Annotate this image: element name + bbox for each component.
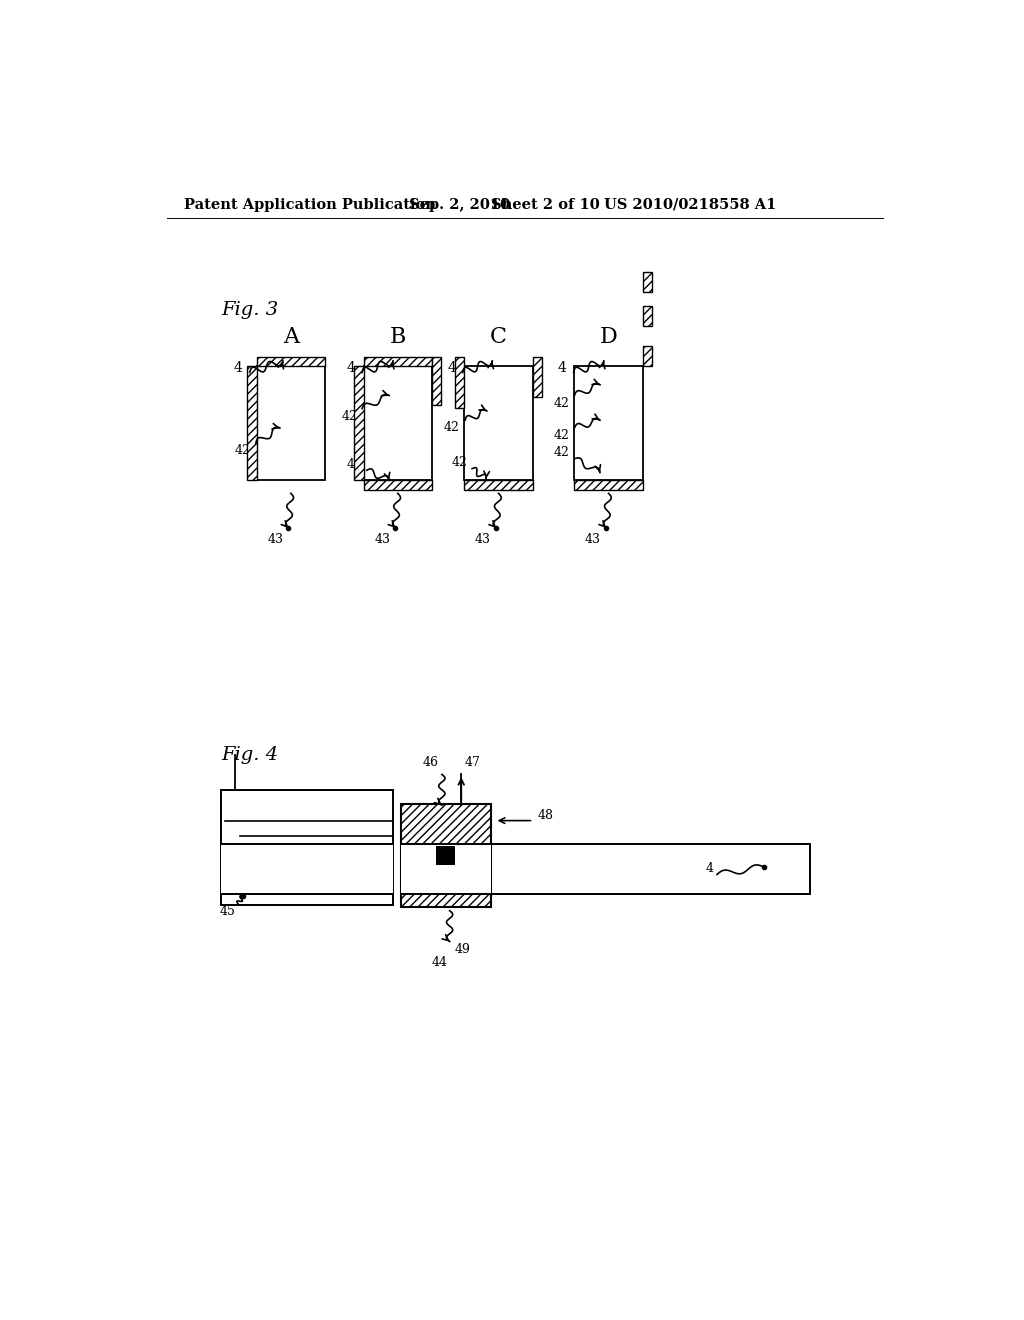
Text: 44: 44	[431, 956, 447, 969]
Text: 4: 4	[233, 360, 243, 375]
Bar	[432, 358, 441, 405]
Text: 42: 42	[234, 445, 251, 458]
Text: 4: 4	[347, 360, 355, 375]
Bar	[364, 480, 432, 490]
Bar	[490, 843, 810, 894]
Text: B: B	[389, 326, 406, 348]
Text: 46: 46	[423, 756, 439, 770]
Bar	[248, 366, 257, 480]
Text: 43: 43	[374, 533, 390, 546]
Bar	[257, 358, 325, 367]
Text: 4: 4	[557, 360, 566, 375]
Bar	[221, 843, 393, 894]
Text: 42: 42	[346, 458, 362, 471]
Bar	[464, 366, 532, 480]
Bar	[436, 846, 456, 865]
Text: 43: 43	[585, 533, 601, 546]
Text: 42: 42	[444, 421, 460, 434]
Text: 42: 42	[554, 397, 570, 409]
Bar	[400, 804, 490, 907]
Bar	[455, 358, 464, 408]
Text: C: C	[489, 326, 507, 348]
Text: 43: 43	[475, 533, 490, 546]
Text: 43: 43	[267, 533, 284, 546]
Text: 48: 48	[538, 809, 553, 822]
Text: 42: 42	[342, 409, 357, 422]
Bar	[354, 366, 364, 480]
Bar	[574, 366, 643, 480]
Bar	[364, 358, 432, 367]
Text: 45: 45	[219, 906, 236, 917]
Text: 49: 49	[455, 942, 471, 956]
Bar	[643, 346, 652, 367]
Bar	[221, 789, 393, 906]
Bar	[464, 480, 532, 490]
Text: 4: 4	[447, 360, 457, 375]
Text: 4: 4	[706, 862, 714, 875]
Text: Fig. 3: Fig. 3	[221, 301, 279, 319]
Bar	[643, 272, 652, 292]
Text: 42: 42	[452, 455, 468, 469]
Bar	[574, 480, 643, 490]
Bar	[532, 358, 542, 397]
Text: 42: 42	[554, 429, 570, 442]
Bar	[400, 843, 490, 894]
Text: Sheet 2 of 10: Sheet 2 of 10	[490, 198, 599, 211]
Bar	[257, 366, 325, 480]
Text: US 2010/0218558 A1: US 2010/0218558 A1	[604, 198, 776, 211]
Text: Patent Application Publication: Patent Application Publication	[183, 198, 436, 211]
Text: Fig. 4: Fig. 4	[221, 746, 279, 764]
Text: A: A	[283, 326, 299, 348]
Bar	[643, 306, 652, 326]
Text: 47: 47	[464, 756, 480, 770]
Text: Sep. 2, 2010: Sep. 2, 2010	[410, 198, 510, 211]
Text: D: D	[600, 326, 617, 348]
Text: 42: 42	[554, 446, 570, 459]
Bar	[364, 366, 432, 480]
